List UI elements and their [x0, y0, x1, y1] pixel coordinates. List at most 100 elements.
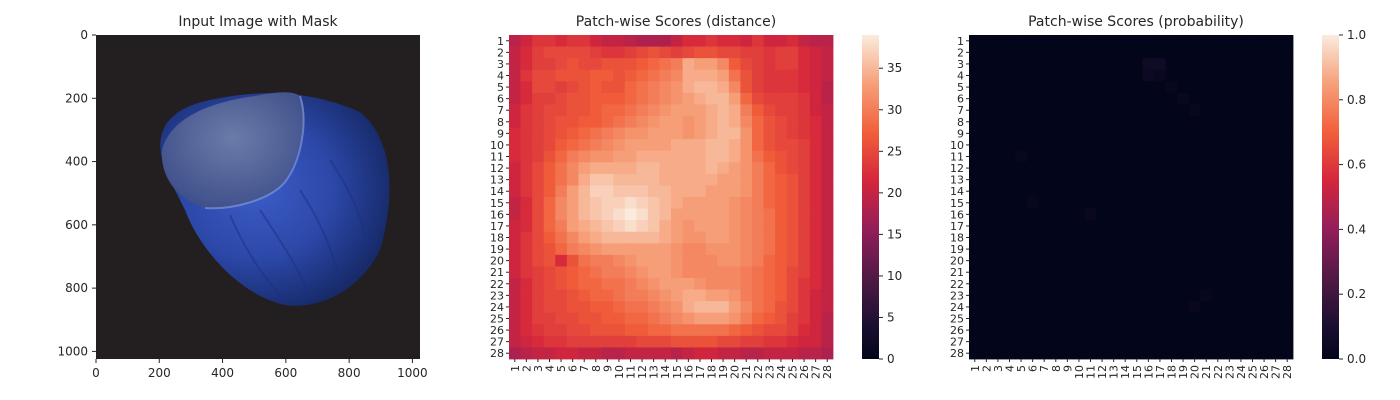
heatmap-cell: [601, 347, 614, 360]
heatmap-cell: [1269, 92, 1282, 105]
heatmap-cell: [1258, 335, 1271, 348]
heatmap-cell: [1177, 139, 1190, 152]
heatmap-cell: [775, 231, 788, 244]
heatmap-cell: [1235, 35, 1248, 47]
heatmap-cell: [1073, 347, 1086, 360]
heatmap-cell: [566, 69, 579, 82]
heatmap-cell: [1107, 127, 1120, 140]
heatmap-cell: [601, 312, 614, 325]
heatmap-cell: [636, 81, 649, 94]
heatmap-cell: [1038, 197, 1051, 209]
col-tick-label: 25: [787, 365, 800, 379]
heatmap-cell: [1258, 254, 1271, 267]
heatmap-cell: [1246, 197, 1259, 209]
heatmap-cell: [786, 92, 799, 105]
heatmap-cell: [763, 289, 776, 302]
heatmap-cell: [532, 81, 545, 94]
heatmap-cell: [1212, 254, 1224, 267]
heatmap-cell: [992, 46, 1005, 59]
heatmap-cell: [682, 35, 695, 47]
heatmap-cell: [1096, 162, 1109, 175]
heatmap-cell: [728, 312, 741, 325]
heatmap-cell: [992, 104, 1005, 117]
heatmap-cell: [1246, 312, 1259, 325]
heatmap-cell: [809, 266, 822, 279]
heatmap-cell: [509, 81, 521, 94]
heatmap-cell: [1119, 301, 1132, 314]
heatmap-cell: [1258, 208, 1271, 221]
heatmap-cell: [798, 231, 811, 244]
heatmap-cell: [752, 81, 764, 94]
col-tick-label: 19: [1177, 365, 1190, 379]
heatmap-cell: [717, 35, 730, 47]
heatmap-cell: [555, 197, 568, 209]
heatmap-cell: [1096, 312, 1109, 325]
row-tick-label: 3: [957, 58, 964, 71]
heatmap-cell: [763, 81, 776, 94]
heatmap-cell: [1281, 104, 1294, 117]
heatmap-cell: [1246, 81, 1259, 94]
row-tick-label: 22: [490, 278, 504, 291]
heatmap-cell: [1119, 69, 1132, 82]
heatmap-cell: [555, 35, 568, 47]
heatmap-cell: [578, 127, 591, 140]
heatmap-cell: [1165, 266, 1178, 279]
heatmap-cell: [1096, 301, 1109, 314]
heatmap-cell: [1073, 301, 1086, 314]
heatmap-cell: [1258, 301, 1271, 314]
heatmap-cell: [1131, 185, 1143, 198]
heatmap-cell: [728, 208, 741, 221]
heatmap-cell: [1142, 220, 1155, 233]
heatmap-cell: [1177, 278, 1190, 290]
heatmap-cell: [543, 243, 556, 256]
panel1-title: Input Image with Mask: [178, 14, 338, 30]
heatmap-cell: [647, 173, 660, 186]
heatmap-cell: [1073, 127, 1086, 140]
heatmap-cell: [1015, 92, 1028, 105]
heatmap-cell: [1073, 162, 1086, 175]
heatmap-cell: [1269, 104, 1282, 117]
heatmap-cell: [520, 173, 533, 186]
heatmap-cell: [601, 116, 614, 128]
heatmap-cell: [1084, 278, 1097, 290]
heatmap-cell: [1038, 150, 1051, 163]
heatmap-cell: [1142, 127, 1155, 140]
heatmap-cell: [1061, 254, 1074, 267]
heatmap-cell: [532, 243, 545, 256]
col-tick-label: 7: [1038, 365, 1051, 372]
heatmap-cell: [992, 312, 1005, 325]
col-tick-label: 22: [1212, 365, 1225, 379]
heatmap-cell: [1235, 139, 1248, 152]
heatmap-cell: [1246, 243, 1259, 256]
heatmap-cell: [590, 231, 602, 244]
heatmap-cell: [1212, 278, 1224, 290]
col-tick-label: 4: [544, 365, 557, 372]
heatmap-cell: [566, 312, 579, 325]
heatmap-cell: [520, 278, 533, 290]
heatmap-cell: [1073, 35, 1086, 47]
heatmap-cell: [659, 324, 672, 337]
heatmap-cell: [1177, 220, 1190, 233]
heatmap-cell: [555, 139, 568, 152]
heatmap-cell: [532, 92, 545, 105]
heatmap-cell: [1269, 266, 1282, 279]
row-tick-label: 24: [490, 301, 504, 314]
heatmap-cell: [1235, 266, 1248, 279]
row-tick-label: 15: [490, 197, 504, 210]
heatmap-cell: [1223, 46, 1236, 59]
heatmap-cell: [1154, 150, 1167, 163]
heatmap-cell: [821, 289, 834, 302]
heatmap-cell: [1235, 347, 1248, 360]
heatmap-cell: [566, 35, 579, 47]
heatmap-cell: [1026, 69, 1039, 82]
heatmap-cell: [798, 347, 811, 360]
heatmap-cell: [1096, 185, 1109, 198]
heatmap-cell: [671, 254, 683, 267]
heatmap-cell: [728, 324, 741, 337]
heatmap-cell: [969, 197, 981, 209]
heatmap-cell: [694, 289, 707, 302]
heatmap-cell: [555, 127, 568, 140]
heatmap-cell: [740, 139, 753, 152]
heatmap-cell: [1258, 231, 1271, 244]
heatmap-cell: [752, 243, 764, 256]
